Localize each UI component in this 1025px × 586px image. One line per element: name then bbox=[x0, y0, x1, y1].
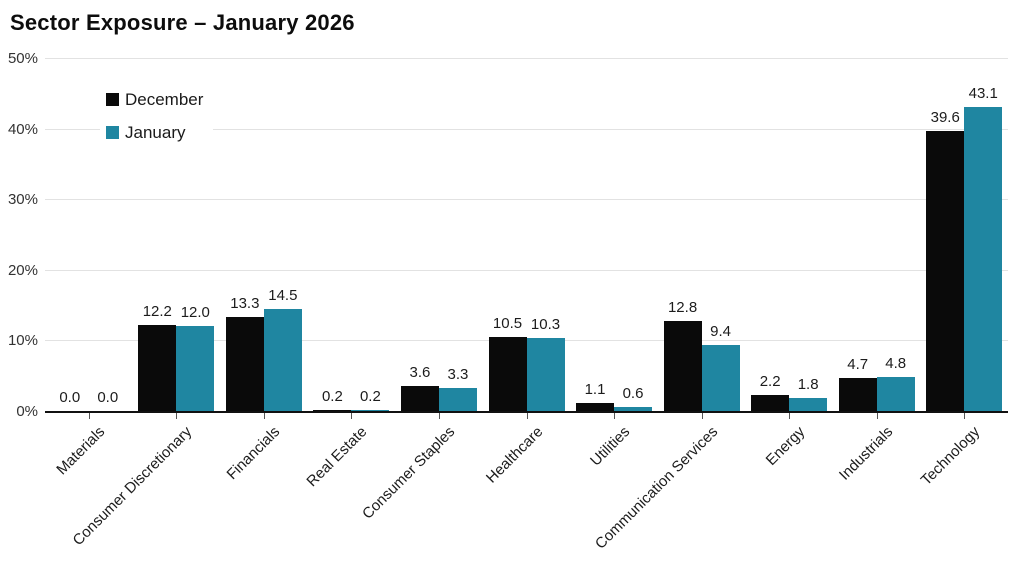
x-tick bbox=[438, 413, 440, 419]
bar-december bbox=[400, 385, 439, 411]
value-label: 3.6 bbox=[409, 363, 431, 381]
legend-swatch-december bbox=[106, 93, 119, 106]
bar-january bbox=[526, 338, 565, 411]
value-label: 12.2 bbox=[142, 302, 172, 320]
gridline-40 bbox=[45, 128, 1008, 130]
chart-title: Sector Exposure – January 2026 bbox=[10, 10, 355, 35]
bar-january bbox=[176, 326, 215, 411]
gridline-30 bbox=[45, 199, 1008, 201]
bar-january bbox=[701, 344, 740, 411]
value-label: 12.8 bbox=[667, 298, 698, 316]
value-label: 0.0 bbox=[59, 389, 81, 406]
value-label: 39.6 bbox=[930, 109, 960, 127]
x-tick bbox=[789, 413, 791, 419]
bar-december bbox=[663, 320, 702, 411]
value-label: 10.3 bbox=[530, 316, 561, 334]
x-tick bbox=[176, 413, 178, 419]
bar-december bbox=[138, 324, 177, 411]
bar-january bbox=[614, 406, 653, 411]
value-label: 3.3 bbox=[447, 365, 469, 383]
legend-item-december: December bbox=[106, 90, 203, 109]
y-axis-label: 20% bbox=[7, 261, 38, 279]
x-tick bbox=[351, 413, 353, 419]
value-label: 1.1 bbox=[584, 381, 606, 399]
bar-january bbox=[438, 387, 477, 411]
value-label: 4.7 bbox=[847, 355, 869, 373]
value-label: 13.3 bbox=[230, 295, 260, 313]
x-tick bbox=[614, 413, 616, 419]
value-label: 0.2 bbox=[321, 387, 343, 405]
x-tick bbox=[876, 413, 878, 419]
x-tick bbox=[263, 413, 265, 419]
value-label: 4.8 bbox=[885, 355, 907, 373]
bar-december bbox=[488, 336, 527, 411]
bar-january bbox=[789, 398, 828, 411]
y-axis-label: 50% bbox=[7, 50, 38, 67]
bar-january bbox=[964, 106, 1003, 411]
value-label: 2.2 bbox=[759, 373, 781, 391]
legend: December January bbox=[100, 84, 214, 150]
value-label: 10.5 bbox=[492, 314, 523, 332]
value-label: 9.4 bbox=[710, 322, 731, 340]
bar-december bbox=[751, 395, 790, 411]
value-label: 14.5 bbox=[268, 286, 298, 304]
bar-january bbox=[263, 308, 302, 411]
bar-december bbox=[926, 131, 965, 411]
bar-january bbox=[351, 409, 390, 411]
x-tick bbox=[88, 413, 90, 419]
x-tick bbox=[964, 413, 966, 419]
legend-label-december: December bbox=[125, 90, 204, 109]
x-tick bbox=[701, 413, 703, 419]
bar-december bbox=[313, 409, 352, 411]
value-label: 0.6 bbox=[622, 384, 644, 402]
y-axis-label: 40% bbox=[7, 120, 38, 138]
value-label: 0.2 bbox=[359, 387, 381, 405]
gridline-20 bbox=[45, 269, 1008, 271]
legend-label-january: January bbox=[125, 123, 186, 142]
bar-december bbox=[838, 377, 877, 411]
value-label: 0.0 bbox=[97, 389, 119, 406]
legend-item-january: January bbox=[106, 123, 203, 142]
value-label: 43.1 bbox=[968, 84, 998, 102]
bar-january bbox=[876, 377, 915, 411]
bar-december bbox=[225, 317, 264, 411]
value-label: 1.8 bbox=[797, 376, 819, 394]
value-label: 12.0 bbox=[180, 304, 210, 322]
x-axis-line bbox=[45, 411, 1008, 413]
y-axis-label: 10% bbox=[7, 332, 38, 350]
y-axis-label: 0% bbox=[16, 403, 38, 420]
y-axis-label: 30% bbox=[7, 191, 38, 209]
gridline-50 bbox=[45, 58, 1008, 59]
x-tick bbox=[526, 413, 528, 419]
bar-december bbox=[576, 403, 615, 411]
x-axis-label: Materials bbox=[53, 423, 109, 479]
legend-swatch-january bbox=[106, 126, 119, 139]
